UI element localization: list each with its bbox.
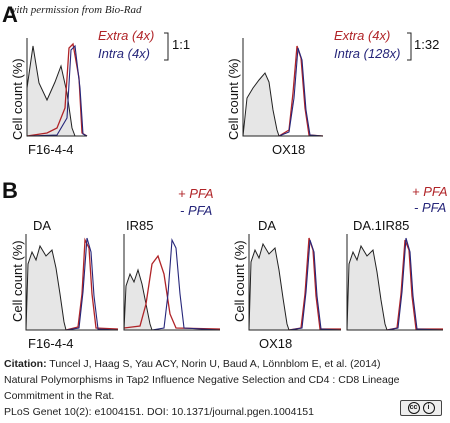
pos-pfa-histogram — [65, 237, 119, 331]
pos-pfa-histogram — [123, 254, 221, 330]
legend-intra: Intra (4x) — [98, 46, 151, 61]
legend-neg-pfa: - PFA — [414, 200, 447, 215]
panel-b-left-xlabel: F16-4-4 — [28, 336, 74, 351]
panel-b-left-ylabel: Cell count (%) — [10, 240, 25, 322]
control-histogram — [346, 244, 388, 331]
panel-a-right-ylabel: Cell count (%) — [226, 58, 241, 140]
control-histogram — [248, 242, 290, 331]
legend-pos-pfa: + PFA — [178, 186, 214, 201]
neg-pfa-histogram — [65, 237, 119, 331]
neg-pfa-histogram — [288, 239, 342, 331]
by-icon: i — [422, 402, 435, 414]
panel-a-right-xlabel: OX18 — [272, 142, 306, 157]
citation-line-2: Natural Polymorphisms in Tap2 Influence … — [4, 374, 400, 386]
panel-b-letter: B — [2, 178, 18, 203]
cc-by-license-badge[interactable]: cc i — [400, 400, 442, 416]
ratio-label: 1:1 — [172, 37, 191, 52]
citation-line-4: PLoS Genet 10(2): e1004151. DOI: 10.1371… — [4, 406, 314, 418]
panel-a-left-histogram — [26, 38, 88, 137]
ratio-bracket — [407, 32, 412, 61]
panel-a-letter: A — [2, 2, 18, 27]
strain-label: DA — [258, 218, 277, 233]
citation-line-1: Citation: Tuncel J, Haag S, Yau ACY, Nor… — [4, 356, 444, 372]
legend-extra: Extra (4x) — [98, 28, 155, 43]
extra-histogram — [278, 45, 324, 137]
control-histogram — [242, 72, 280, 137]
strain-label: DA.1IR85 — [353, 218, 410, 233]
pos-pfa-histogram — [386, 239, 443, 331]
citation-authors: Tuncel J, Haag S, Yau ACY, Norin U, Baud… — [46, 358, 381, 370]
ratio-bracket — [164, 32, 169, 61]
watermark: with permission from Bio-Rad — [9, 4, 142, 16]
legend-neg-pfa: - PFA — [180, 203, 213, 218]
control-histogram — [123, 268, 153, 331]
cc-icon: cc — [407, 402, 420, 414]
panel-b-right-ylabel: Cell count (%) — [232, 240, 247, 322]
panel-b-da-histogram — [25, 234, 119, 331]
panel-a-left-xlabel: F16-4-4 — [28, 142, 74, 157]
citation-label: Citation: — [4, 358, 47, 370]
strain-label: DA — [33, 218, 52, 233]
legend-intra: Intra (128x) — [334, 46, 401, 61]
control-histogram — [25, 244, 67, 331]
strain-label: IR85 — [126, 218, 154, 233]
panel-a-right-histogram — [242, 38, 324, 137]
pos-pfa-histogram — [288, 237, 341, 331]
intra-histogram — [26, 44, 88, 137]
panel-b-right-xlabel: OX18 — [259, 336, 293, 351]
extra-histogram — [26, 42, 88, 137]
citation: Citation: Tuncel J, Haag S, Yau ACY, Nor… — [4, 356, 444, 420]
intra-histogram — [278, 47, 324, 137]
panel-a-left-ylabel: Cell count (%) — [10, 58, 25, 140]
panel-b-ir85-histogram — [123, 234, 221, 331]
neg-pfa-histogram — [386, 237, 444, 331]
panel-b-da-histogram — [248, 234, 342, 331]
panel-b-da1ir85-histogram — [346, 234, 444, 331]
neg-pfa-histogram — [151, 237, 221, 331]
legend-extra: Extra (4x) — [334, 28, 391, 43]
citation-line-3: Commitment in the Rat. — [4, 390, 115, 402]
ratio-label: 1:32 — [414, 37, 440, 52]
legend-pos-pfa: + PFA — [412, 184, 448, 199]
